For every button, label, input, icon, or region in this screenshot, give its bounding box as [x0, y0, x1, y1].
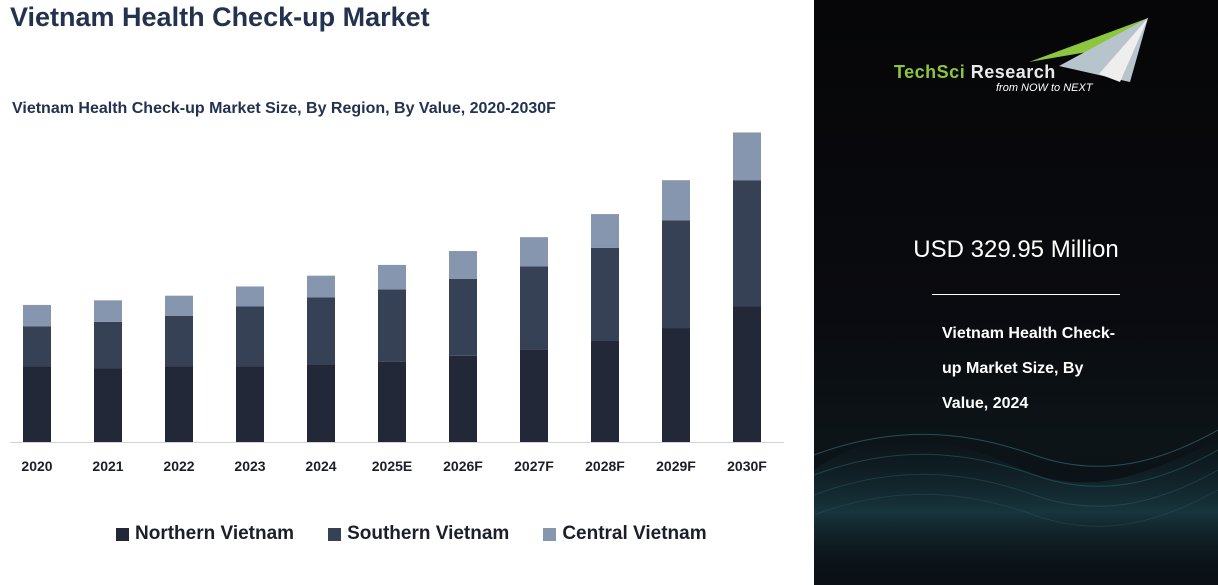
- bar-northern-2027F: [520, 349, 548, 442]
- bar-central-2021: [94, 300, 122, 322]
- stacked-bar-chart: 2020 2021 2022 2023 2024 2025E 2026F 2027F 2028F…: [10, 132, 784, 474]
- divider: [932, 294, 1120, 295]
- bar-central-2025E: [378, 264, 406, 290]
- x-tick-label: 2021: [92, 458, 123, 474]
- logo-swoosh-icon: [1029, 18, 1148, 82]
- logo-name-research: Research: [965, 62, 1056, 82]
- x-tick-label: 2022: [163, 458, 194, 474]
- bar-southern-2029F: [662, 220, 690, 329]
- x-tick-label: 2025E: [372, 458, 412, 474]
- x-tick-label: 2027F: [514, 458, 554, 474]
- bar-southern-2023: [236, 306, 264, 367]
- legend-swatch-central: [543, 527, 557, 541]
- wave-background: [814, 429, 1218, 585]
- x-tick-label: 2020: [21, 458, 52, 474]
- bar-central-2020: [23, 304, 51, 327]
- legend-item-southern: Southern Vietnam: [328, 523, 509, 545]
- bar-northern-2022: [165, 366, 193, 442]
- bar-central-2024: [307, 275, 335, 298]
- bar-northern-2023: [236, 366, 264, 442]
- logo-tagline: from NOW to NEXT: [996, 82, 1093, 94]
- legend-swatch-southern: [328, 527, 342, 541]
- legend-label-southern: Southern Vietnam: [347, 523, 510, 544]
- bar-southern-2020: [23, 326, 51, 367]
- page-title: Vietnam Health Check-up Market: [10, 2, 430, 32]
- bar-central-2030F: [733, 132, 761, 181]
- bar-southern-2025E: [378, 289, 406, 362]
- bar-northern-2024: [307, 365, 335, 442]
- bar-southern-2028F: [591, 247, 619, 341]
- x-tick-label: 2024: [305, 458, 336, 474]
- bar-northern-2028F: [591, 340, 619, 442]
- bar-northern-2021: [94, 368, 122, 442]
- legend-swatch-northern: [116, 527, 129, 541]
- chart-legend: Northern Vietnam Southern Vietnam Centra…: [116, 523, 741, 545]
- bar-southern-2030F: [733, 180, 761, 307]
- chart-panel: Vietnam Health Check-up Market Vietnam H…: [10, 2, 784, 545]
- x-tick-label: 2023: [234, 458, 265, 474]
- description-line-3: Value, 2024: [942, 395, 1029, 412]
- x-tick-label: 2030F: [727, 458, 767, 474]
- bar-northern-2020: [23, 366, 51, 442]
- chart-subtitle: Vietnam Health Check-up Market Size, By …: [12, 100, 556, 117]
- x-tick-label: 2026F: [443, 458, 483, 474]
- legend-item-central: Central Vietnam: [543, 523, 707, 545]
- bar-southern-2027F: [520, 266, 548, 350]
- bar-southern-2021: [94, 321, 122, 369]
- bar-northern-2030F: [733, 306, 761, 442]
- market-value: USD 329.95 Million: [913, 236, 1119, 263]
- bar-central-2027F: [520, 237, 548, 267]
- x-tick-label: 2029F: [656, 458, 696, 474]
- x-tick-label: 2028F: [585, 458, 625, 474]
- description-line-2: up Market Size, By: [942, 360, 1084, 377]
- bar-central-2028F: [591, 214, 619, 248]
- bar-southern-2024: [307, 297, 335, 365]
- market-description: Vietnam Health Check- up Market Size, By…: [942, 316, 1142, 421]
- techsci-logo: TechSci Research from NOW to NEXT: [894, 14, 1154, 104]
- bar-southern-2026F: [449, 278, 477, 356]
- bar-central-2023: [236, 286, 264, 307]
- summary-panel: TechSci Research from NOW to NEXT USD 32…: [814, 0, 1218, 585]
- bar-northern-2029F: [662, 328, 690, 442]
- bar-northern-2026F: [449, 355, 477, 442]
- bar-northern-2025E: [378, 361, 406, 442]
- bar-central-2029F: [662, 180, 690, 221]
- legend-item-northern: Northern Vietnam: [116, 523, 294, 545]
- logo-name-techsci: TechSci: [894, 62, 966, 82]
- bar-central-2022: [165, 295, 193, 316]
- description-line-1: Vietnam Health Check-: [942, 325, 1116, 342]
- legend-label-northern: Northern Vietnam: [135, 523, 295, 544]
- bar-central-2026F: [449, 251, 477, 279]
- bar-southern-2022: [165, 315, 193, 367]
- legend-label-central: Central Vietnam: [562, 523, 707, 544]
